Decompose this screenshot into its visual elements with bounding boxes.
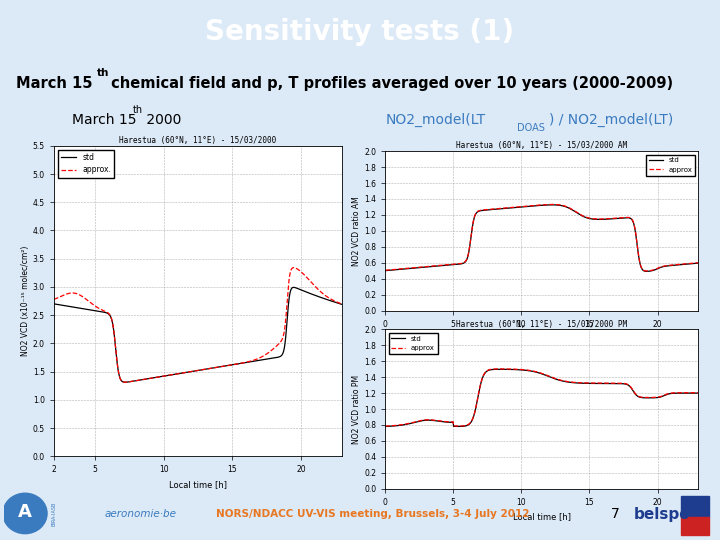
Text: A: A (18, 503, 32, 521)
Ellipse shape (3, 493, 47, 534)
Text: ) / NO2_model(LT): ) / NO2_model(LT) (549, 113, 673, 127)
std (495, 366, 504, 373)
Line: approx.: approx. (54, 268, 342, 382)
approx (413, 418, 421, 424)
Y-axis label: NO2 VCD ratio AM: NO2 VCD ratio AM (352, 196, 361, 266)
X-axis label: Local time [h]: Local time [h] (513, 512, 571, 521)
std (694, 260, 703, 266)
approx. (121, 379, 130, 386)
approx. (166, 372, 175, 378)
Text: March 15: March 15 (72, 113, 137, 127)
std (642, 268, 651, 275)
X-axis label: Local time [h]: Local time [h] (169, 480, 227, 489)
std (381, 423, 390, 430)
Title: Harestua (60°N, 11°E) - 15/03/2000: Harestua (60°N, 11°E) - 15/03/2000 (120, 136, 276, 145)
Line: std: std (385, 369, 698, 427)
Text: BIRA-IASB: BIRA-IASB (51, 501, 56, 525)
std (177, 370, 186, 376)
approx (508, 366, 516, 372)
std (548, 201, 557, 208)
approx. (274, 341, 283, 347)
approx. (289, 265, 298, 271)
approx (495, 366, 504, 372)
Bar (681, 496, 708, 517)
std (289, 284, 298, 291)
approx (381, 423, 390, 429)
std (508, 205, 516, 211)
Text: DOAS: DOAS (517, 123, 545, 133)
approx (548, 201, 557, 208)
approx (596, 380, 605, 386)
approx. (280, 329, 289, 336)
approx (413, 264, 421, 271)
Line: approx: approx (385, 369, 698, 426)
Text: Sensitivity tests (1): Sensitivity tests (1) (205, 18, 515, 45)
std (631, 228, 639, 235)
approx (626, 214, 634, 221)
std (121, 379, 130, 386)
std (508, 366, 516, 373)
std (274, 354, 283, 360)
approx (508, 204, 516, 211)
Line: std: std (54, 287, 342, 382)
std (519, 367, 528, 373)
Text: 2000: 2000 (142, 113, 181, 127)
Text: NO2_model(LT: NO2_model(LT (385, 113, 485, 127)
Legend: std, approx: std, approx (646, 154, 695, 176)
std (248, 359, 256, 365)
std (413, 418, 421, 425)
Line: approx: approx (385, 205, 698, 271)
std (280, 346, 289, 353)
std (694, 390, 703, 396)
std (413, 265, 421, 271)
Title: Harestua (60°N, 11°E) - 15/03/2000 AM: Harestua (60°N, 11°E) - 15/03/2000 AM (456, 141, 627, 151)
approx (642, 268, 651, 274)
std (50, 301, 58, 307)
approx (519, 203, 528, 210)
approx (596, 216, 605, 222)
approx. (79, 294, 88, 300)
std (519, 204, 528, 210)
approx (631, 228, 639, 234)
approx (519, 367, 528, 373)
Title: Harestua (60°N, 11°E) - 15/03/2000 PM: Harestua (60°N, 11°E) - 15/03/2000 PM (456, 320, 627, 329)
std (166, 372, 175, 378)
Text: chemical field and p, T profiles averaged over 10 years (2000-2009): chemical field and p, T profiles average… (106, 76, 673, 91)
Line: std: std (385, 205, 698, 272)
Legend: std, approx.: std, approx. (58, 150, 114, 178)
Text: NORS/NDACC UV-VIS meeting, Brussels, 3-4 July 2012: NORS/NDACC UV-VIS meeting, Brussels, 3-4… (216, 509, 529, 519)
approx. (177, 370, 186, 376)
approx (694, 389, 703, 396)
std (596, 380, 605, 387)
Text: 7: 7 (611, 508, 620, 521)
approx. (50, 296, 58, 302)
std (596, 216, 605, 222)
Legend: std, approx: std, approx (389, 333, 438, 354)
Text: March 15: March 15 (16, 76, 92, 91)
Bar (681, 517, 708, 535)
Y-axis label: NO2 VCD (x10⁻¹⁵ molec/cm²): NO2 VCD (x10⁻¹⁵ molec/cm²) (21, 246, 30, 356)
approx (694, 260, 703, 266)
std (79, 306, 88, 312)
Text: th: th (132, 105, 143, 115)
std (631, 391, 639, 397)
std (626, 383, 634, 389)
std (381, 267, 390, 274)
std (626, 215, 634, 221)
approx (626, 383, 634, 389)
Y-axis label: NO2 VCD ratio PM: NO2 VCD ratio PM (352, 374, 361, 444)
approx (381, 267, 390, 274)
approx. (248, 357, 256, 364)
Text: aeronomie·be: aeronomie·be (104, 509, 176, 519)
Text: th: th (96, 69, 109, 78)
approx. (338, 301, 346, 307)
approx (631, 390, 639, 397)
Text: belspo: belspo (634, 507, 690, 522)
std (338, 301, 346, 308)
X-axis label: Local time [h]: Local time [h] (513, 334, 571, 343)
